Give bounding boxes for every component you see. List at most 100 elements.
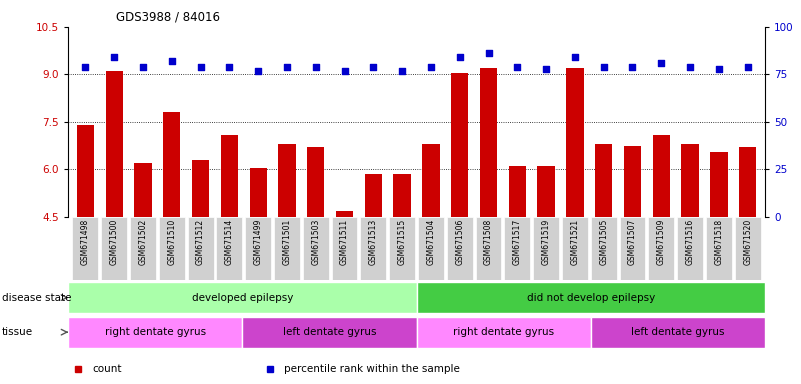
- Bar: [422, 144, 440, 217]
- FancyBboxPatch shape: [590, 317, 765, 348]
- Point: [136, 64, 149, 70]
- Text: GSM671514: GSM671514: [225, 219, 234, 265]
- Bar: [221, 135, 238, 217]
- FancyBboxPatch shape: [332, 217, 357, 280]
- Bar: [682, 144, 698, 217]
- Text: GSM671504: GSM671504: [426, 219, 436, 265]
- Point: [569, 54, 582, 60]
- Text: did not develop epilepsy: did not develop epilepsy: [526, 293, 655, 303]
- Point: [453, 54, 466, 60]
- FancyBboxPatch shape: [274, 217, 300, 280]
- Text: GSM671500: GSM671500: [110, 219, 119, 265]
- Point: [338, 68, 351, 74]
- Bar: [364, 174, 382, 217]
- Bar: [710, 152, 727, 217]
- Point: [684, 64, 697, 70]
- FancyBboxPatch shape: [505, 217, 530, 280]
- Bar: [393, 174, 411, 217]
- Point: [165, 58, 178, 64]
- Bar: [509, 166, 526, 217]
- Text: GSM671505: GSM671505: [599, 219, 608, 265]
- Text: GSM671509: GSM671509: [657, 219, 666, 265]
- Text: right dentate gyrus: right dentate gyrus: [453, 327, 554, 337]
- FancyBboxPatch shape: [389, 217, 415, 280]
- Bar: [163, 113, 180, 217]
- Text: GSM671517: GSM671517: [513, 219, 521, 265]
- Bar: [307, 147, 324, 217]
- Point: [108, 54, 121, 60]
- Bar: [480, 68, 497, 217]
- Point: [741, 64, 754, 70]
- Point: [626, 64, 639, 70]
- Text: GSM671510: GSM671510: [167, 219, 176, 265]
- Bar: [249, 168, 267, 217]
- Text: GSM671512: GSM671512: [196, 219, 205, 265]
- FancyBboxPatch shape: [590, 217, 617, 280]
- Bar: [192, 160, 209, 217]
- FancyBboxPatch shape: [619, 217, 646, 280]
- Bar: [566, 68, 584, 217]
- FancyBboxPatch shape: [360, 217, 386, 280]
- Bar: [278, 144, 296, 217]
- FancyBboxPatch shape: [417, 317, 590, 348]
- FancyBboxPatch shape: [68, 317, 242, 348]
- Bar: [624, 146, 641, 217]
- Bar: [653, 135, 670, 217]
- FancyBboxPatch shape: [735, 217, 761, 280]
- Bar: [739, 147, 756, 217]
- Point: [598, 64, 610, 70]
- Text: developed epilepsy: developed epilepsy: [191, 293, 293, 303]
- Text: GSM671499: GSM671499: [254, 219, 263, 265]
- Text: GSM671518: GSM671518: [714, 219, 723, 265]
- Point: [540, 66, 553, 72]
- Text: GSM671513: GSM671513: [368, 219, 378, 265]
- Text: left dentate gyrus: left dentate gyrus: [631, 327, 725, 337]
- Text: percentile rank within the sample: percentile rank within the sample: [284, 364, 461, 374]
- FancyBboxPatch shape: [68, 282, 417, 313]
- Point: [223, 64, 235, 70]
- FancyBboxPatch shape: [648, 217, 674, 280]
- Text: GSM671515: GSM671515: [397, 219, 407, 265]
- FancyBboxPatch shape: [417, 282, 765, 313]
- Bar: [451, 73, 469, 217]
- Text: right dentate gyrus: right dentate gyrus: [105, 327, 206, 337]
- FancyBboxPatch shape: [533, 217, 559, 280]
- Bar: [537, 166, 555, 217]
- Point: [396, 68, 409, 74]
- Point: [280, 64, 293, 70]
- FancyBboxPatch shape: [476, 217, 501, 280]
- Text: GSM671501: GSM671501: [283, 219, 292, 265]
- Text: GSM671503: GSM671503: [312, 219, 320, 265]
- Text: left dentate gyrus: left dentate gyrus: [283, 327, 376, 337]
- Text: GSM671502: GSM671502: [139, 219, 147, 265]
- Text: count: count: [92, 364, 122, 374]
- Point: [252, 68, 264, 74]
- Bar: [336, 211, 353, 217]
- FancyBboxPatch shape: [159, 217, 185, 280]
- Text: GSM671519: GSM671519: [541, 219, 550, 265]
- Point: [79, 64, 92, 70]
- Bar: [106, 71, 123, 217]
- FancyBboxPatch shape: [677, 217, 703, 280]
- Point: [511, 64, 524, 70]
- Point: [309, 64, 322, 70]
- Text: GSM671506: GSM671506: [455, 219, 465, 265]
- FancyBboxPatch shape: [303, 217, 328, 280]
- Point: [482, 50, 495, 56]
- FancyBboxPatch shape: [216, 217, 242, 280]
- FancyBboxPatch shape: [242, 317, 417, 348]
- FancyBboxPatch shape: [130, 217, 156, 280]
- FancyBboxPatch shape: [245, 217, 271, 280]
- Text: tissue: tissue: [2, 327, 33, 337]
- Text: GSM671521: GSM671521: [570, 219, 579, 265]
- Text: GSM671507: GSM671507: [628, 219, 637, 265]
- Text: GDS3988 / 84016: GDS3988 / 84016: [116, 10, 220, 23]
- Point: [712, 66, 725, 72]
- FancyBboxPatch shape: [562, 217, 588, 280]
- Text: GSM671498: GSM671498: [81, 219, 90, 265]
- Text: GSM671511: GSM671511: [340, 219, 349, 265]
- Bar: [135, 163, 151, 217]
- FancyBboxPatch shape: [418, 217, 444, 280]
- Point: [655, 60, 668, 66]
- FancyBboxPatch shape: [447, 217, 473, 280]
